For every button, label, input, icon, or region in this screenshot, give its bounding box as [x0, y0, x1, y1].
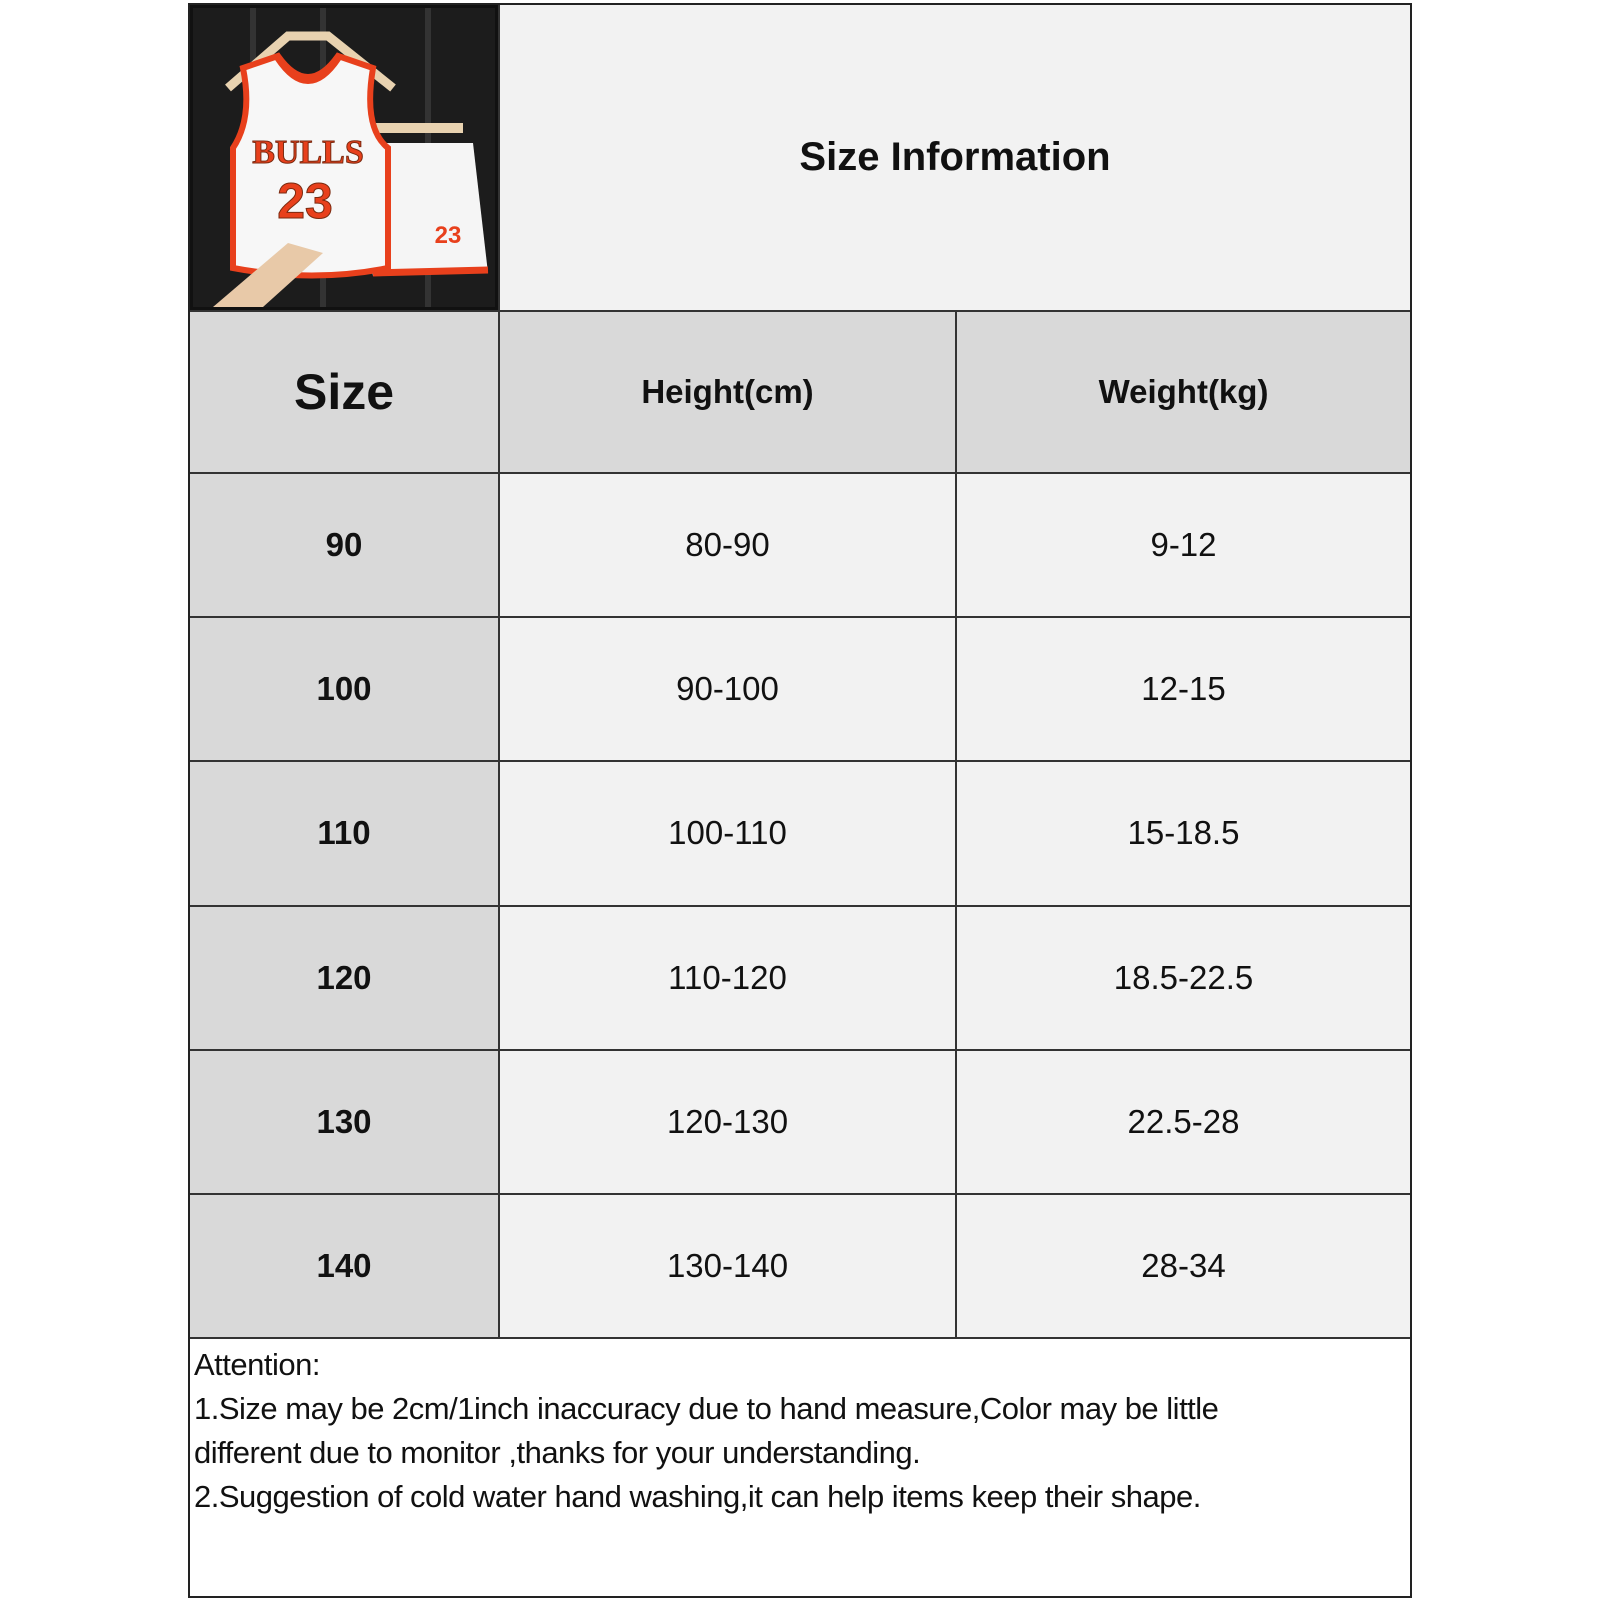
jersey-number-text: 23 [277, 173, 333, 229]
note-line: different due to monitor ,thanks for you… [194, 1435, 921, 1470]
size-cell: 120 [190, 906, 500, 1051]
jersey-team-text: BULLS [252, 134, 364, 171]
height-cell: 130-140 [500, 1195, 957, 1340]
height-cell: 80-90 [500, 474, 957, 619]
size-cell: 130 [190, 1050, 500, 1195]
size-cell: 110 [190, 762, 500, 907]
size-chart: BULLS 23 23 Size Information Size Height… [188, 3, 1412, 1598]
weight-cell: 28-34 [957, 1195, 1410, 1340]
weight-cell: 15-18.5 [957, 762, 1410, 907]
note-line: 2.Suggestion of cold water hand washing,… [194, 1479, 1201, 1514]
weight-cell: 12-15 [957, 618, 1410, 763]
attention-notes: Attention: 1.Size may be 2cm/1inch inacc… [190, 1339, 1410, 1596]
weight-cell: 18.5-22.5 [957, 906, 1410, 1051]
height-cell: 100-110 [500, 762, 957, 907]
shorts-number-text: 23 [435, 222, 462, 249]
size-cell: 140 [190, 1195, 500, 1340]
product-image: BULLS 23 23 [190, 5, 500, 312]
weight-cell: 22.5-28 [957, 1050, 1410, 1195]
size-cell: 90 [190, 474, 500, 619]
weight-cell: 9-12 [957, 474, 1410, 619]
height-cell: 110-120 [500, 906, 957, 1051]
size-cell: 100 [190, 618, 500, 763]
height-cell: 120-130 [500, 1050, 957, 1195]
column-header-weight: Weight(kg) [957, 312, 1410, 474]
jersey-shorts-image: BULLS 23 23 [193, 8, 495, 307]
notes-heading: Attention: [194, 1347, 320, 1382]
column-header-height: Height(cm) [500, 312, 957, 474]
note-line: 1.Size may be 2cm/1inch inaccuracy due t… [194, 1391, 1219, 1426]
height-cell: 90-100 [500, 618, 957, 763]
page-title: Size Information [500, 5, 1410, 312]
column-header-size: Size [190, 312, 500, 474]
